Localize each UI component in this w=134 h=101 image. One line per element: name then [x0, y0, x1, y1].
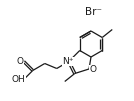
- Text: Br⁻: Br⁻: [85, 7, 101, 17]
- Text: OH: OH: [12, 75, 26, 84]
- Text: O: O: [16, 57, 23, 66]
- Text: O: O: [90, 66, 96, 75]
- Text: N⁺: N⁺: [62, 57, 73, 66]
